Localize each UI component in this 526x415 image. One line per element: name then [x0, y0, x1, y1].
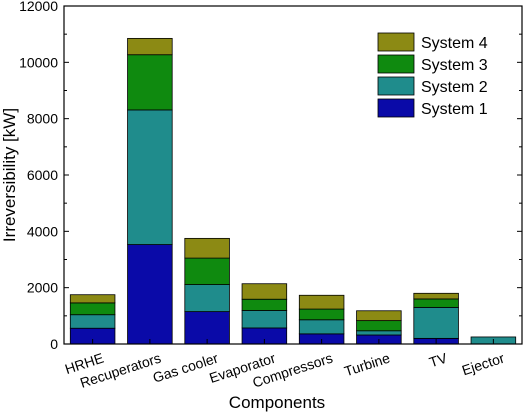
bar-tv-system-2 — [413, 306, 459, 339]
y-tick-label: 8000 — [27, 111, 58, 127]
bars-layer — [69, 37, 517, 345]
bar-tv-system-4 — [413, 292, 459, 300]
bar-tv-system-3 — [413, 298, 459, 308]
bar-recuperators-system-4 — [127, 37, 173, 56]
bar-hrhe-system-2 — [69, 314, 116, 329]
bar-gas-cooler-system-2 — [184, 284, 230, 313]
y-tick-label: 2000 — [27, 280, 58, 296]
legend-label: System 4 — [421, 35, 488, 52]
bar-hrhe-system-3 — [69, 302, 116, 316]
bar-turbine-system-3 — [356, 320, 402, 332]
x-tick-label: Ejector — [460, 350, 507, 379]
bar-evaporator-system-4 — [241, 283, 288, 300]
y-tick-label: 12000 — [19, 0, 58, 14]
bar-compressors-system-4 — [298, 294, 345, 310]
bar-hrhe-system-4 — [69, 294, 116, 304]
bar-turbine-system-2 — [356, 330, 402, 336]
bar-turbine-system-4 — [356, 310, 402, 322]
legend-label: System 3 — [421, 57, 488, 74]
bar-compressors-system-2 — [298, 319, 345, 335]
y-axis-title: Irreversibility [kW] — [0, 108, 19, 242]
x-tick-label: Turbine — [342, 350, 392, 380]
legend-swatch — [377, 76, 415, 96]
y-axis: 0 2000 4000 6000 8000 10000 12000 — [19, 0, 522, 352]
y-tick-label: 0 — [50, 336, 58, 352]
legend-swatch — [377, 32, 415, 52]
bar-gas-cooler-system-4 — [184, 237, 230, 259]
legend-label: System 1 — [421, 101, 488, 118]
x-axis-title: Components — [229, 393, 325, 412]
bar-recuperators-system-3 — [127, 54, 173, 111]
bar-gas-cooler-system-3 — [184, 257, 230, 285]
bar-gas-cooler-system-1 — [184, 311, 230, 345]
bar-recuperators-system-1 — [127, 244, 173, 345]
legend-swatch — [377, 54, 415, 74]
legend-swatch — [377, 98, 415, 118]
legend-label: System 2 — [421, 79, 488, 96]
bar-evaporator-system-3 — [241, 298, 288, 311]
y-tick-label: 10000 — [19, 54, 58, 70]
x-tick-label: TV — [427, 349, 450, 370]
y-tick-label: 4000 — [27, 223, 58, 239]
bar-evaporator-system-2 — [241, 310, 288, 329]
legend: System 4 System 3 System 2 System 1 — [377, 32, 488, 118]
bar-recuperators-system-2 — [127, 109, 173, 245]
bar-compressors-system-3 — [298, 308, 345, 321]
y-tick-label: 6000 — [27, 167, 58, 183]
